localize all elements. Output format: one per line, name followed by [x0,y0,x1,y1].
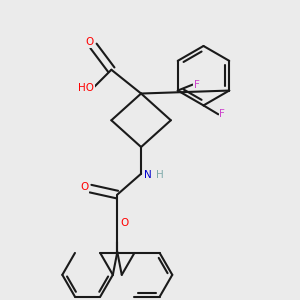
Text: F: F [194,80,200,90]
Text: N: N [144,170,152,180]
Text: O: O [80,182,89,192]
Text: F: F [219,109,225,119]
Text: O: O [121,218,129,228]
Text: H: H [156,170,164,180]
Text: O: O [85,38,93,47]
Text: HO: HO [78,82,94,93]
